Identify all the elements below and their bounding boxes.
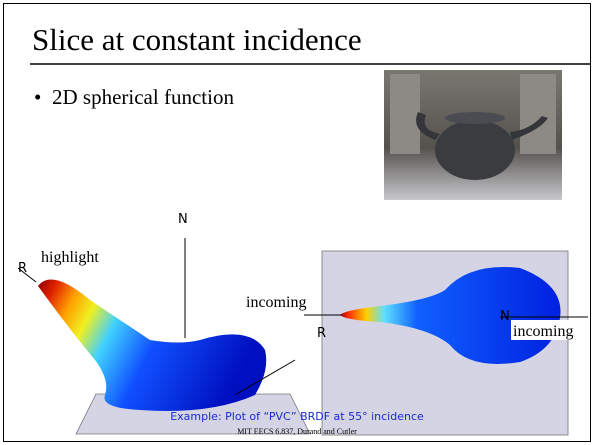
- label-n: N: [500, 309, 510, 324]
- title: Slice at constant incidence: [32, 22, 362, 57]
- label-r: R: [317, 326, 326, 341]
- label-incoming: incoming: [513, 323, 573, 340]
- teapot-image: [384, 70, 562, 200]
- caption: Example: Plot of “PVC” BRDF at 55° incid…: [170, 410, 424, 423]
- bullet: 2D spherical function: [52, 85, 234, 109]
- footer: MIT EECS 6.837, Durand and Cutler: [237, 427, 357, 436]
- bullet-dot: •: [34, 85, 41, 109]
- label-n: N: [178, 212, 188, 227]
- label-r: R: [18, 261, 27, 276]
- label-highlight: highlight: [41, 249, 99, 266]
- slide: Slice at constant incidence • 2D spheric…: [0, 0, 594, 445]
- right-plot: R N incoming: [304, 251, 589, 435]
- label-incoming: incoming: [246, 294, 306, 311]
- left-plot: R highlight N incoming: [18, 212, 310, 434]
